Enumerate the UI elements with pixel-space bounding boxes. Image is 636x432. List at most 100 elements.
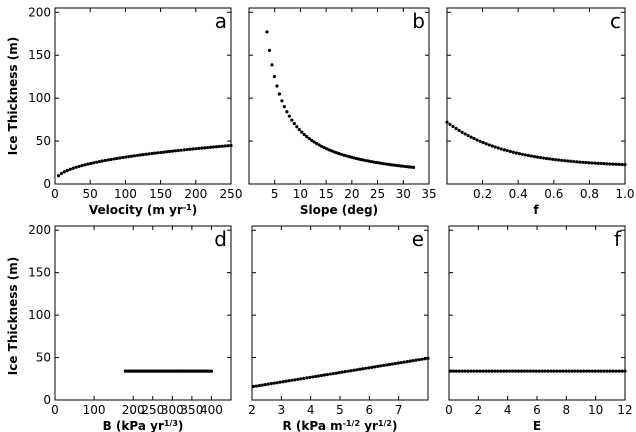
data-point	[620, 369, 624, 373]
data-point	[451, 124, 455, 129]
x-axis-label: E	[533, 419, 541, 432]
y-tick-label: 50	[36, 351, 51, 365]
data-point	[549, 369, 553, 373]
data-point	[354, 156, 359, 161]
data-point	[150, 151, 154, 156]
data-point	[182, 148, 186, 152]
x-tick-label: 15	[319, 187, 334, 201]
data-point	[478, 369, 482, 373]
data-point	[141, 153, 145, 157]
plot-frame	[54, 225, 232, 401]
data-point	[272, 74, 277, 79]
x-tick-label: 8	[563, 403, 571, 417]
data-point	[484, 142, 488, 146]
data-point	[382, 162, 386, 166]
data-point	[390, 362, 395, 366]
data-point	[463, 369, 467, 373]
data-point	[191, 147, 195, 151]
x-tick-label: 100	[83, 403, 106, 417]
data-point	[109, 157, 113, 162]
data-point	[620, 162, 624, 167]
data-point	[587, 161, 591, 165]
y-axis-label-top-row: Ice Thickness (m)	[6, 37, 20, 155]
data-point	[605, 369, 609, 373]
x-tick-label: 350	[180, 403, 203, 417]
data-point	[558, 369, 562, 373]
data-point	[523, 153, 528, 157]
data-point	[254, 384, 259, 388]
data-point	[508, 369, 512, 373]
data-point	[454, 369, 458, 373]
data-point	[387, 362, 392, 367]
data-point	[226, 144, 230, 148]
data-point	[364, 159, 368, 163]
data-point	[516, 369, 521, 373]
data-point	[411, 359, 415, 363]
data-point	[396, 361, 401, 365]
data-point	[332, 150, 336, 154]
data-point	[611, 369, 615, 373]
data-point	[567, 369, 571, 373]
data-point	[593, 161, 597, 165]
panel-letter-f: f	[614, 227, 622, 251]
data-point	[130, 154, 134, 158]
data-point	[312, 140, 316, 144]
data-point	[469, 135, 473, 139]
data-point	[165, 150, 169, 154]
data-point	[327, 148, 331, 152]
data-point	[611, 162, 615, 166]
data-point	[307, 136, 311, 141]
x-tick-label: 0	[51, 187, 59, 201]
x-tick-label: 6	[533, 403, 541, 417]
data-point	[487, 369, 491, 373]
data-point	[65, 168, 69, 173]
data-point	[382, 363, 386, 368]
data-point	[162, 150, 166, 154]
data-point	[112, 157, 116, 161]
data-point	[584, 160, 588, 165]
panel-a: 0 50 100 150 200 250 50 100 150 200 a Velocity (m y…	[28, 5, 242, 217]
data-point	[209, 369, 214, 373]
x-tick-label: 4	[307, 403, 315, 417]
data-point	[414, 358, 418, 362]
data-point	[362, 158, 366, 162]
data-point	[393, 361, 398, 366]
y-tick-label: 100	[28, 91, 51, 105]
data-point	[541, 156, 546, 160]
data-point	[94, 160, 99, 164]
data-point	[460, 130, 464, 134]
data-point	[334, 151, 339, 155]
data-point	[135, 153, 140, 157]
panel-f: 0 2 4 6 8 10 12 f E	[445, 225, 633, 432]
data-point	[263, 383, 267, 387]
plot-frame	[446, 7, 626, 185]
data-point	[214, 145, 218, 149]
data-point	[115, 156, 119, 161]
plot-frame	[54, 7, 232, 185]
data-point	[290, 118, 294, 122]
data-point	[408, 359, 412, 363]
x-tick-label: 25	[370, 187, 385, 201]
data-point	[310, 138, 314, 142]
data-point	[308, 375, 312, 380]
x-axis-label: Slope (deg)	[300, 203, 378, 217]
data-point	[399, 360, 403, 365]
data-point	[534, 369, 538, 373]
data-point	[623, 163, 627, 167]
data-point	[285, 110, 289, 114]
data-point	[92, 161, 96, 165]
data-point	[118, 156, 122, 160]
plot-frame	[448, 225, 626, 401]
data-point	[328, 372, 332, 376]
data-point	[605, 162, 609, 166]
data-point	[570, 369, 574, 373]
data-point	[404, 164, 408, 169]
data-point	[86, 162, 90, 166]
data-point	[74, 165, 78, 169]
data-point	[520, 152, 525, 156]
data-point	[451, 369, 456, 373]
y-tick-label: 50	[36, 134, 51, 148]
data-point	[463, 132, 467, 136]
